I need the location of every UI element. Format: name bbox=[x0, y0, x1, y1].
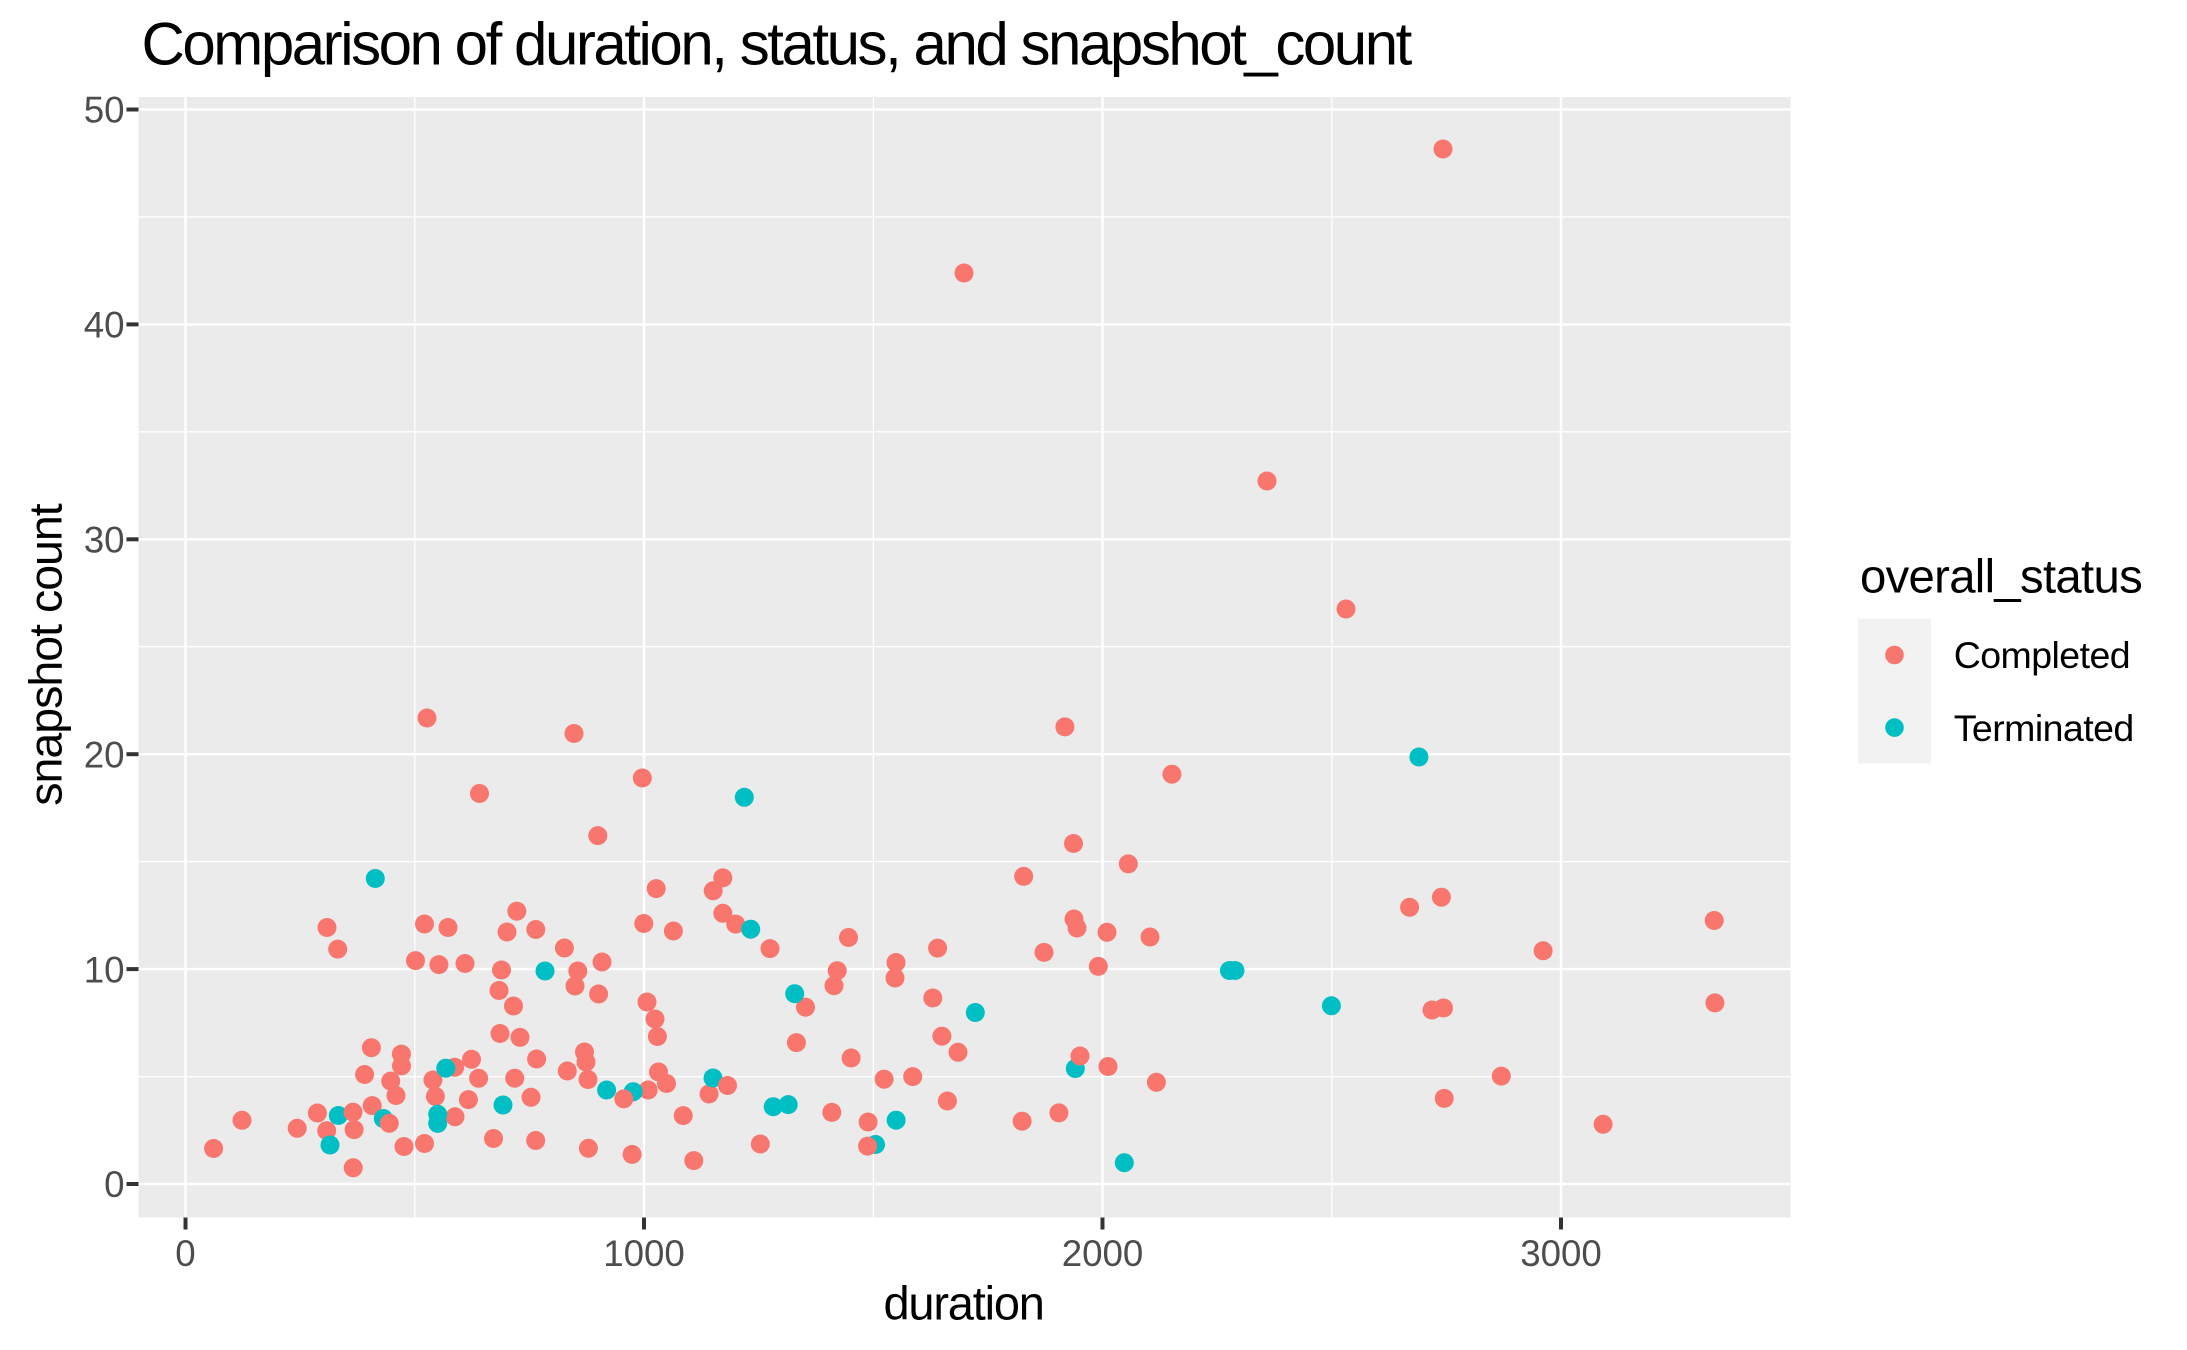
svg-text:duration: duration bbox=[883, 1277, 1043, 1330]
svg-text:30: 30 bbox=[84, 520, 125, 561]
svg-text:snapshot count: snapshot count bbox=[20, 503, 72, 805]
svg-text:2000: 2000 bbox=[1062, 1233, 1144, 1274]
svg-text:0: 0 bbox=[104, 1164, 124, 1205]
svg-text:10: 10 bbox=[84, 949, 125, 990]
svg-text:20: 20 bbox=[84, 734, 125, 775]
svg-text:50: 50 bbox=[84, 90, 125, 131]
svg-text:3000: 3000 bbox=[1520, 1233, 1602, 1274]
svg-text:overall_status: overall_status bbox=[1860, 550, 2142, 603]
svg-text:Completed: Completed bbox=[1954, 634, 2130, 676]
svg-text:1000: 1000 bbox=[603, 1233, 685, 1274]
svg-text:0: 0 bbox=[175, 1233, 195, 1274]
svg-text:40: 40 bbox=[84, 305, 125, 346]
svg-text:Terminated: Terminated bbox=[1954, 707, 2134, 749]
svg-text:Comparison of duration, status: Comparison of duration, status, and snap… bbox=[142, 11, 1413, 78]
